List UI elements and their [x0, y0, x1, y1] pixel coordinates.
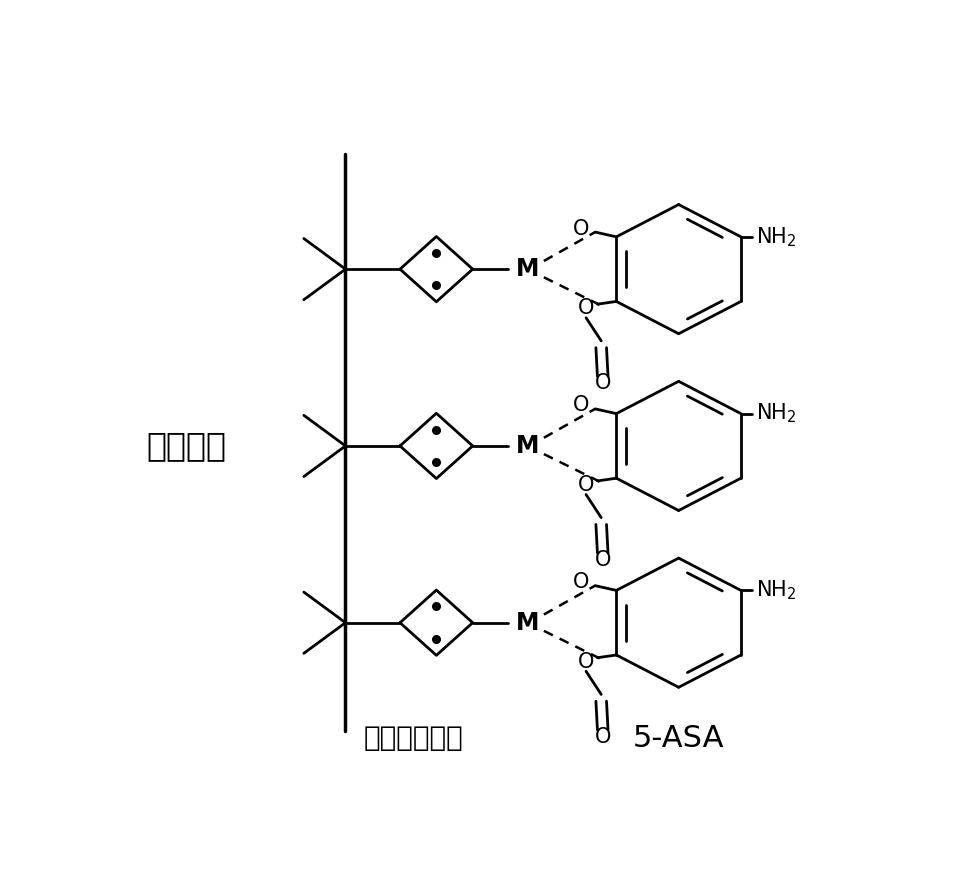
Text: O: O [573, 572, 590, 592]
Text: O: O [595, 727, 611, 747]
Text: 生物粘附佐剂: 生物粘附佐剂 [363, 724, 463, 752]
Text: NH$_2$: NH$_2$ [756, 225, 796, 249]
Text: NH$_2$: NH$_2$ [756, 578, 796, 602]
Text: NH$_2$: NH$_2$ [756, 402, 796, 426]
Text: O: O [577, 298, 594, 318]
Text: M: M [516, 611, 539, 635]
Text: 细胞表面: 细胞表面 [147, 429, 227, 463]
Text: M: M [516, 434, 539, 458]
Text: O: O [573, 396, 590, 416]
Text: O: O [573, 219, 590, 238]
Text: O: O [577, 652, 594, 672]
Text: 5-ASA: 5-ASA [633, 724, 724, 753]
Text: O: O [595, 373, 611, 393]
Text: O: O [577, 475, 594, 495]
Text: O: O [595, 550, 611, 570]
Text: M: M [516, 257, 539, 281]
